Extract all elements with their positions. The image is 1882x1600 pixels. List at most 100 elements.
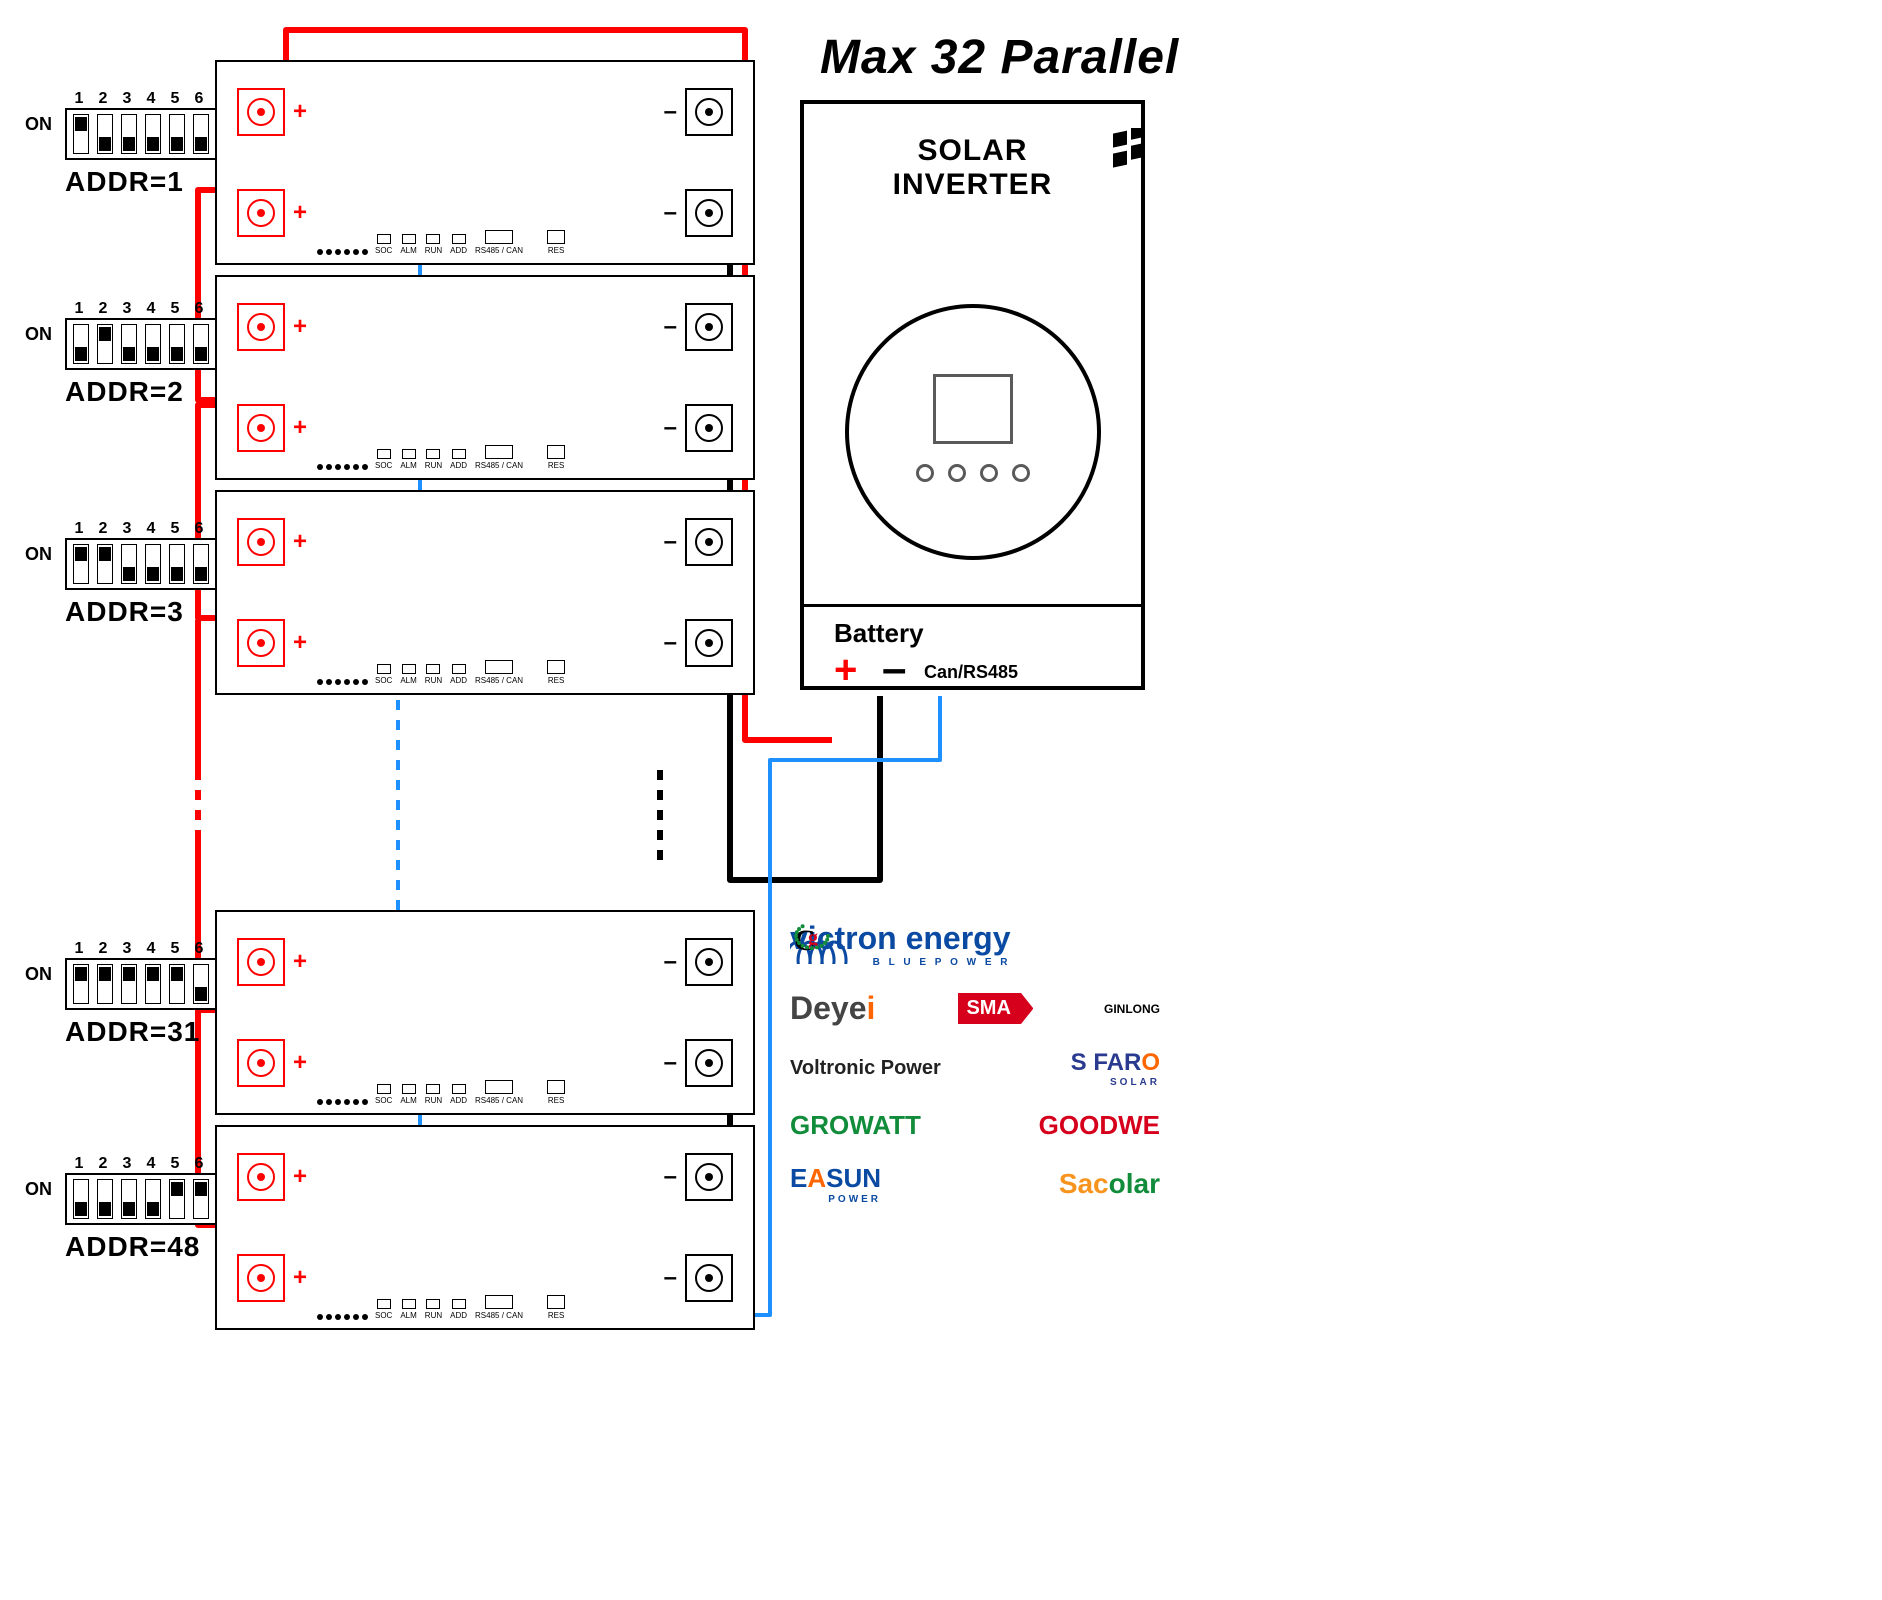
terminal-pos <box>237 303 285 351</box>
terminal-neg <box>685 1039 733 1087</box>
port: ADD <box>450 449 467 470</box>
inverter-button[interactable] <box>980 464 998 482</box>
inverter-buttons <box>916 464 1030 482</box>
terminal-neg <box>685 303 733 351</box>
dip-switch[interactable] <box>121 1179 137 1219</box>
terminal-pos <box>237 1153 285 1201</box>
port: ADD <box>450 234 467 255</box>
module-ports: SOCALMRUNADDRS485 / CANRES <box>317 1295 569 1320</box>
inverter-button[interactable] <box>916 464 934 482</box>
brand-row: Voltronic PowerS FAROSOLAR <box>790 1049 1160 1088</box>
dip-switch[interactable] <box>121 544 137 584</box>
dip-switch-block: ON123456ADDR=48 <box>65 1155 225 1263</box>
terminal-sign: + <box>293 414 307 442</box>
dip-on-label: ON <box>25 964 52 985</box>
dip-switch[interactable] <box>73 324 89 364</box>
dip-switch[interactable] <box>73 544 89 584</box>
port: RUN <box>425 1299 442 1320</box>
terminal-neg <box>685 1153 733 1201</box>
dip-switch[interactable] <box>121 964 137 1004</box>
port-rs485: RS485 / CAN <box>475 660 523 685</box>
dip-switch[interactable] <box>145 324 161 364</box>
dip-switch[interactable] <box>193 544 209 584</box>
dip-switch[interactable] <box>169 964 185 1004</box>
terminal-sign: – <box>664 948 677 976</box>
terminal-pos <box>237 1254 285 1302</box>
dip-switch[interactable] <box>97 324 113 364</box>
dip-switch-block: ON123456ADDR=31 <box>65 940 225 1048</box>
port: RES <box>547 445 565 470</box>
port: SOC <box>375 234 392 255</box>
led-strip <box>317 1099 371 1105</box>
terminal-sign: + <box>293 1264 307 1292</box>
led-strip <box>317 249 371 255</box>
dip-row <box>65 108 217 160</box>
terminal-sign: – <box>664 199 677 227</box>
dip-address-label: ADDR=31 <box>65 1016 225 1048</box>
terminal-sign: + <box>293 98 307 126</box>
brand-logo: EASUNPOWER <box>790 1163 881 1205</box>
inverter-screen <box>933 374 1013 444</box>
dip-switch[interactable] <box>73 1179 89 1219</box>
dip-switch[interactable] <box>121 114 137 154</box>
port-rs485: RS485 / CAN <box>475 1295 523 1320</box>
dip-switch[interactable] <box>145 544 161 584</box>
module-ports: SOCALMRUNADDRS485 / CANRES <box>317 230 569 255</box>
brand-logo: GROWATT <box>790 1110 921 1141</box>
module-ports: SOCALMRUNADDRS485 / CANRES <box>317 445 569 470</box>
dip-switch[interactable] <box>169 1179 185 1219</box>
terminal-sign: – <box>664 528 677 556</box>
port: ALM <box>400 234 416 255</box>
dip-switch[interactable] <box>73 114 89 154</box>
terminal-neg <box>685 938 733 986</box>
port: RES <box>547 1080 565 1105</box>
can-rs485-label: Can/RS485 <box>924 662 1018 683</box>
dip-numbers: 123456 <box>71 90 225 108</box>
terminal-neg <box>685 518 733 566</box>
dip-numbers: 123456 <box>71 940 225 958</box>
brand-logo: Deyei <box>790 990 875 1027</box>
diagram-canvas: Max 32 Parallel ON123456ADDR=1ON123456AD… <box>0 0 1882 1600</box>
dip-switch[interactable] <box>145 964 161 1004</box>
inverter-button[interactable] <box>1012 464 1030 482</box>
brand-logo: Sacolar <box>1059 1168 1160 1200</box>
port: RUN <box>425 234 442 255</box>
dip-address-label: ADDR=1 <box>65 166 225 198</box>
dip-switch[interactable] <box>121 324 137 364</box>
dip-switch[interactable] <box>145 1179 161 1219</box>
dip-switch[interactable] <box>193 114 209 154</box>
port: SOC <box>375 1299 392 1320</box>
dip-switch[interactable] <box>193 1179 209 1219</box>
dip-switch[interactable] <box>97 114 113 154</box>
dip-switch[interactable] <box>169 544 185 584</box>
port: SOC <box>375 1084 392 1105</box>
brand-logos: victron energyB L U E P O W E RDeyeiSMAC… <box>790 920 1160 1227</box>
dip-switch[interactable] <box>169 324 185 364</box>
dip-on-label: ON <box>25 1179 52 1200</box>
dip-switch[interactable] <box>193 324 209 364</box>
terminal-pos <box>237 88 285 136</box>
dip-switch[interactable] <box>193 964 209 1004</box>
port: RES <box>547 660 565 685</box>
inverter-button[interactable] <box>948 464 966 482</box>
terminal-pos <box>237 189 285 237</box>
port: RUN <box>425 449 442 470</box>
dip-switch[interactable] <box>97 1179 113 1219</box>
brand-row: EASUNPOWER Sacolar <box>790 1163 1160 1205</box>
dip-switch[interactable] <box>73 964 89 1004</box>
dip-numbers: 123456 <box>71 1155 225 1173</box>
led-strip <box>317 464 371 470</box>
dip-address-label: ADDR=48 <box>65 1231 225 1263</box>
port: ALM <box>400 449 416 470</box>
module-ports: SOCALMRUNADDRS485 / CANRES <box>317 1080 569 1105</box>
brand-row: GROWATTGOODWE <box>790 1110 1160 1141</box>
dip-row <box>65 1173 217 1225</box>
terminal-sign: + <box>293 1049 307 1077</box>
dip-switch[interactable] <box>169 114 185 154</box>
terminal-sign: – <box>664 1049 677 1077</box>
dip-switch[interactable] <box>97 964 113 1004</box>
dip-switch[interactable] <box>97 544 113 584</box>
port: ADD <box>450 1084 467 1105</box>
dip-switch[interactable] <box>145 114 161 154</box>
battery-plus-terminal: + <box>834 648 857 693</box>
